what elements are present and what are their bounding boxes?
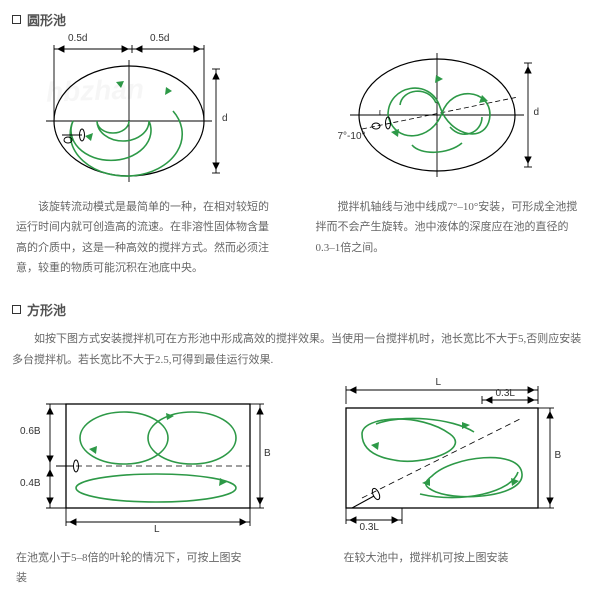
dim-L-left: L: [154, 524, 160, 535]
dim-0.6B: 0.6B: [20, 426, 41, 437]
section-title-rectangular: 方形池: [27, 300, 66, 319]
dim-0.4B: 0.4B: [20, 478, 41, 489]
caption-circular-left: 该旋转流动模式是最简单的一种，在相对较短的运行时间内就可创造高的流速。在非溶性固…: [16, 197, 280, 278]
dim-0.3L-bot: 0.3L: [360, 522, 379, 533]
diagram-circular-left: hbzhan: [12, 35, 298, 185]
section-header-circular: 圆形池: [12, 10, 583, 29]
dim-d-left: d: [222, 113, 228, 124]
intro-rectangular: 如按下图方式安装搅拌机可在方形池中形成高效的搅拌效果。当使用一台搅拌机时，池长宽…: [12, 329, 583, 370]
dim-0.3L-top: 0.3L: [496, 388, 515, 399]
dim-B-left: B: [264, 448, 271, 459]
dim-L-right: L: [436, 377, 442, 388]
svg-rect-right: [302, 378, 572, 538]
diagram-rect-right: L 0.3L B 0.3L: [298, 378, 584, 538]
section-title-circular: 圆形池: [27, 10, 66, 29]
bullet-icon: [12, 305, 21, 314]
diagram-circular-right: 7°-10° d: [298, 35, 584, 185]
dim-d-right: d: [534, 107, 540, 118]
dim-B-right: B: [555, 450, 562, 461]
svg-rect-left: [16, 378, 276, 538]
diagram-rect-left: 0.6B 0.4B B L: [12, 378, 298, 538]
dim-0.5d-b: 0.5d: [150, 33, 169, 44]
svg-circular-angled: [302, 35, 562, 185]
caption-rect-left: 在池宽小于5–8倍的叶轮的情况下，可按上图安装: [16, 548, 252, 589]
svg-circular-spiral: [16, 35, 246, 185]
caption-rect-right: 在较大池中，搅拌机可按上图安装: [344, 548, 580, 568]
section-header-rectangular: 方形池: [12, 300, 583, 319]
caption-circular-right: 搅拌机轴线与池中线成7°–10°安装，可形成全池搅拌而不会产生旋转。池中液体的深…: [316, 197, 580, 258]
dim-angle: 7°-10°: [338, 131, 366, 142]
bullet-icon: [12, 15, 21, 24]
dim-0.5d-a: 0.5d: [68, 33, 87, 44]
